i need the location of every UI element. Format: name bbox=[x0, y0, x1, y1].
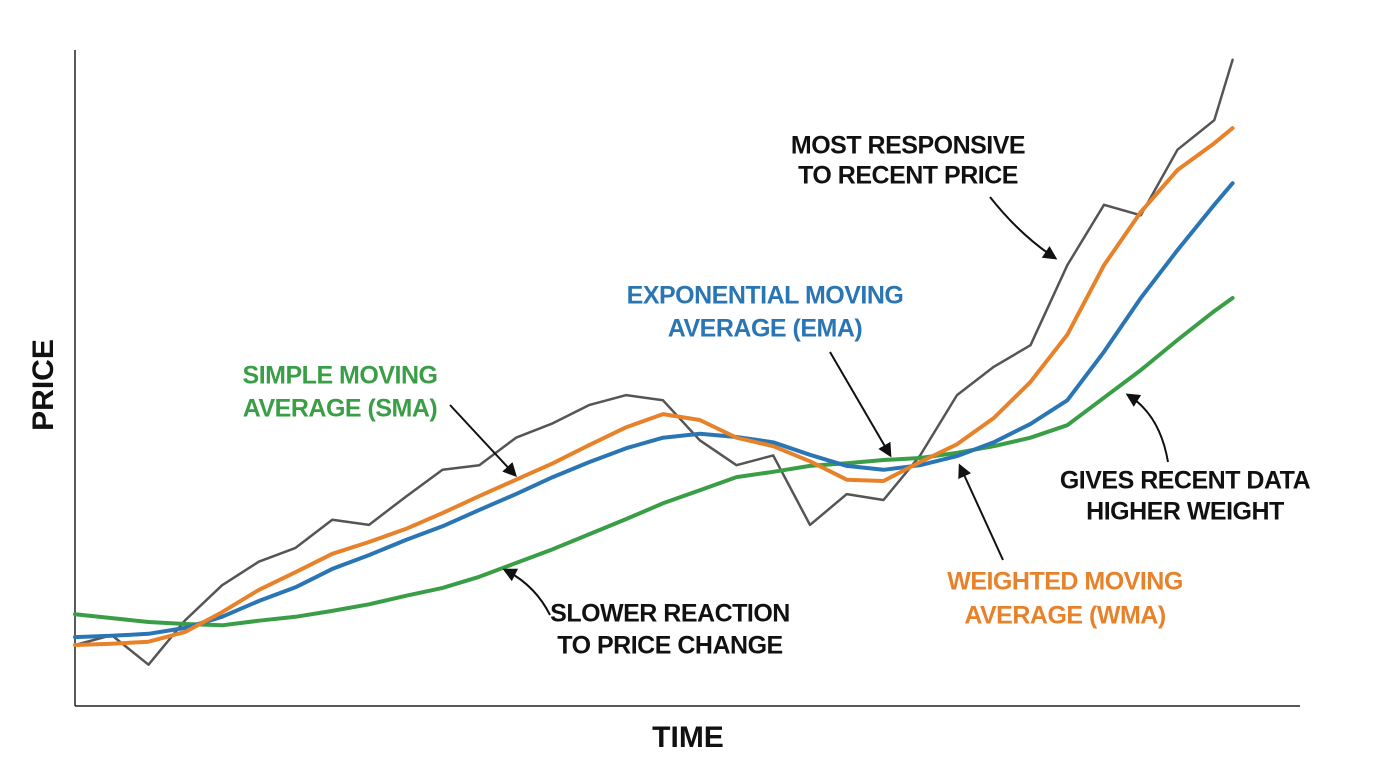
annotation-arrow bbox=[449, 404, 517, 478]
annotation-arrow bbox=[829, 351, 892, 458]
annotation-text: GIVES RECENT DATA bbox=[1060, 467, 1311, 495]
series-line bbox=[73, 181, 1235, 640]
annotation-text: TO RECENT PRICE bbox=[798, 162, 1018, 190]
annotation-text: EXPONENTIAL MOVING bbox=[627, 282, 904, 310]
annotation-arrow bbox=[989, 196, 1058, 260]
annotation-arrow bbox=[958, 463, 1004, 561]
annotation-text: SIMPLE MOVING bbox=[243, 362, 438, 390]
annotation-arrow bbox=[502, 568, 551, 616]
annotation-text: MOST RESPONSIVE bbox=[791, 132, 1025, 160]
y-axis-title: PRICE bbox=[27, 339, 60, 431]
series-line bbox=[73, 58, 1234, 666]
annotation-text: AVERAGE (WMA) bbox=[964, 602, 1166, 630]
annotation-text: SLOWER REACTION bbox=[550, 600, 790, 628]
annotation-arrow bbox=[1125, 393, 1169, 463]
series-line bbox=[73, 296, 1235, 628]
annotation-text: TO PRICE CHANGE bbox=[557, 632, 782, 660]
annotation-text: AVERAGE (SMA) bbox=[243, 395, 438, 423]
x-axis-title: TIME bbox=[652, 721, 724, 754]
series-line bbox=[73, 126, 1235, 647]
annotation-text: AVERAGE (EMA) bbox=[668, 315, 863, 343]
annotation-text: HIGHER WEIGHT bbox=[1086, 498, 1284, 526]
annotation-text: WEIGHTED MOVING bbox=[947, 568, 1183, 596]
